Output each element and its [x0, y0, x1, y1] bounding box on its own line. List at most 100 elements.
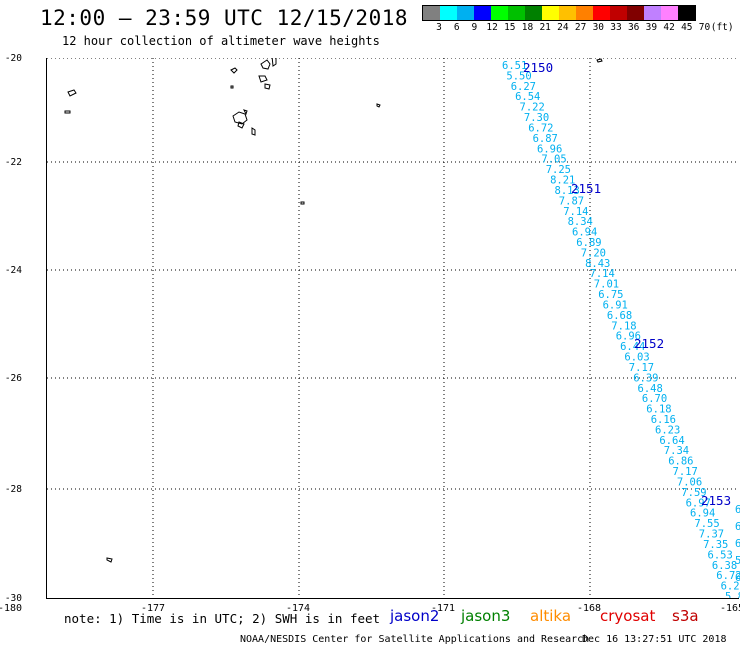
wave-height-value: 6.89 — [576, 237, 601, 249]
color-scale-label: 18 — [521, 22, 534, 33]
wave-height-value: 6.87 — [533, 133, 558, 145]
island — [596, 58, 603, 63]
satellite-label-jason2: jason2 — [390, 607, 440, 625]
wave-height-value: 6.70 — [642, 393, 667, 405]
island — [237, 121, 245, 129]
wave-height-value: 8.34 — [568, 216, 593, 228]
wave-height-value: 6.39 — [633, 372, 658, 384]
wave-height-value: 6.68 — [607, 310, 632, 322]
pass-time-label: 2153 — [701, 493, 731, 508]
pass-time-label: 2152 — [634, 336, 664, 351]
generated-timestamp: Dec 16 13:27:51 UTC 2018 — [582, 634, 727, 645]
color-scale-label: 39 — [645, 22, 658, 33]
wave-height-value: 5.50 — [506, 70, 531, 82]
color-swatch — [542, 6, 559, 20]
wave-height-value: 7.17 — [629, 362, 654, 374]
wave-height-value: 6.38 — [712, 560, 737, 572]
map-title: 12:00 — 23:59 UTC 12/15/2018 — [40, 6, 409, 30]
island — [230, 85, 234, 89]
wave-height-value: 6 — [735, 572, 740, 584]
color-scale-label: 15 — [504, 22, 516, 33]
color-swatch — [423, 6, 440, 20]
wave-height-value: 7.59 — [681, 487, 706, 499]
y-axis-label: -28 — [5, 484, 22, 495]
island — [64, 110, 71, 114]
island — [260, 59, 271, 70]
island — [251, 127, 256, 136]
wave-height-value: 7.55 — [694, 518, 719, 530]
color-scale-label: 3 — [436, 22, 442, 33]
wave-height-value: 6.48 — [638, 383, 663, 395]
wave-height-value: 7.14 — [590, 268, 615, 280]
island — [106, 557, 113, 563]
wave-height-value: 6.54 — [515, 91, 540, 103]
color-swatch — [491, 6, 508, 20]
wave-height-value: 7.22 — [520, 102, 545, 114]
satellite-label-cryosat: cryosat — [600, 607, 656, 625]
color-scale-label: (ft) — [710, 22, 734, 33]
wave-height-value: 6.27 — [511, 81, 536, 93]
wave-height-value: 7.34 — [664, 445, 689, 457]
wave-height-value: 7.01 — [594, 279, 619, 291]
credit-text: NOAA/NESDIS Center for Satellite Applica… — [240, 634, 590, 645]
wave-height-value: 7.87 — [559, 195, 584, 207]
color-scale-bar — [422, 5, 696, 21]
wave-height-value: 7.30 — [524, 112, 549, 124]
x-axis-label: -165 — [720, 603, 740, 614]
wave-height-value: 7.17 — [673, 466, 698, 478]
wave-height-value: 6.44 — [620, 341, 645, 353]
wave-height-value: 6 — [735, 504, 740, 516]
color-swatch — [644, 6, 661, 20]
wave-height-value: 7.37 — [699, 529, 724, 541]
wave-height-value: 6.16 — [651, 414, 676, 426]
satellite-label-altika: altika — [530, 607, 572, 625]
color-swatch — [457, 6, 474, 20]
island — [232, 111, 248, 125]
graticule-grid — [47, 58, 739, 598]
color-scale-label: 9 — [471, 22, 478, 33]
satellite-label-jason3: jason3 — [461, 607, 511, 625]
color-swatch — [508, 6, 525, 20]
color-swatch — [678, 6, 695, 20]
color-swatch — [610, 6, 627, 20]
wave-height-value: 7.18 — [611, 320, 636, 332]
wave-height-value: 6.72 — [528, 123, 553, 135]
color-scale-label: 36 — [627, 22, 640, 33]
wave-height-value: 6.91 — [603, 300, 628, 312]
color-swatch — [593, 6, 610, 20]
wave-height-value: 7.05 — [541, 154, 566, 166]
color-swatch — [661, 6, 678, 20]
color-scale-label: 6 — [453, 22, 460, 33]
wave-height-value: 7.25 — [546, 164, 571, 176]
y-axis-label: -20 — [5, 53, 22, 64]
wave-height-value: 6 — [735, 521, 740, 533]
island-outlines — [64, 58, 603, 563]
color-scale-label: 24 — [557, 22, 569, 33]
color-swatch — [576, 6, 593, 20]
color-scale-label: 42 — [663, 22, 675, 33]
island — [300, 201, 305, 205]
wave-height-value: 6.23 — [655, 424, 680, 436]
x-axis-label: -168 — [577, 603, 601, 614]
color-scale-label: 33 — [610, 22, 622, 33]
wave-height-value: 6.18 — [646, 404, 671, 416]
color-scale-label: 12 — [486, 22, 498, 33]
wave-height-value: 6.96 — [537, 143, 562, 155]
color-scale-label: 45 — [681, 22, 693, 33]
color-swatch — [440, 6, 457, 20]
wave-height-value: 5.83 — [725, 591, 740, 598]
island — [67, 89, 77, 97]
wave-height-value: 7.35 — [703, 539, 728, 551]
map-plot-area: 6.51 5.50 6.27 6.54 7.22 7.30 6.72 6.87 6.96 7.05… — [46, 58, 740, 599]
wave-height-value: 6.72 — [716, 570, 740, 582]
wave-height-value: 8.13 — [555, 185, 580, 197]
pass-time-labels: 2150 2151 2152 2153 — [523, 60, 731, 508]
wave-height-value: 6.97 — [686, 497, 711, 509]
color-swatch — [627, 6, 644, 20]
wave-height-value: 6.86 — [668, 456, 693, 468]
wave-height-value: 5 — [735, 555, 740, 567]
wave-height-track: 6.515.506.276.547.227.306.726.876.967.05… — [502, 60, 740, 598]
wave-height-value: 6.96 — [616, 331, 641, 343]
island — [258, 75, 268, 83]
x-axis-label: -180 — [0, 603, 22, 614]
